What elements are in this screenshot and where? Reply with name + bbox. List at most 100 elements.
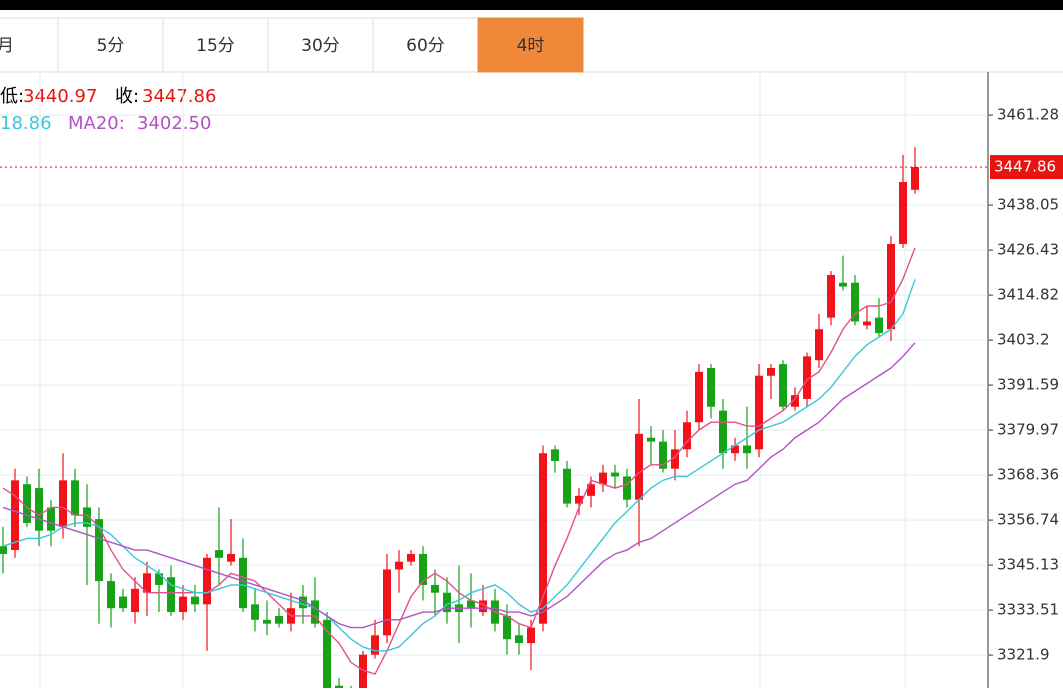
candle-body [719, 410, 727, 454]
candle-body [23, 484, 31, 523]
tab-bg [372, 17, 479, 73]
candle-body [851, 282, 859, 322]
tab-label: 4时 [517, 36, 545, 56]
candle-body [587, 484, 595, 496]
candle-body [71, 480, 79, 516]
ma20-value: 3402.50 [137, 113, 211, 134]
candle-body [911, 167, 919, 190]
candle-body [683, 422, 691, 450]
candle-body [203, 557, 211, 605]
candle-body [383, 569, 391, 636]
candle-body [671, 449, 679, 469]
y-tick-label: 3461.28 [997, 106, 1059, 124]
y-tick-label: 3321.9 [997, 646, 1050, 664]
tab[interactable]: 5分 [57, 17, 164, 73]
y-tick-label: 3379.97 [997, 421, 1059, 439]
candle-body [539, 453, 547, 624]
y-tick-label: 3368.36 [997, 466, 1059, 484]
candle-body [191, 596, 199, 605]
y-tick-label: 3391.59 [997, 376, 1059, 394]
candle-body [227, 553, 235, 562]
candle-body [323, 619, 331, 688]
y-tick-label: 3345.13 [997, 556, 1059, 574]
candle-body [599, 472, 607, 485]
tab[interactable]: 4时 [477, 17, 584, 73]
candle-body [863, 321, 871, 326]
candle-body [239, 557, 247, 609]
candle-body [635, 433, 643, 500]
candle-body [467, 600, 475, 609]
tab[interactable]: 15分 [162, 17, 269, 73]
plot [0, 147, 919, 688]
candle-body [611, 472, 619, 477]
candle-body [479, 600, 487, 613]
y-tick-label: 3414.82 [997, 286, 1059, 304]
candle-body [107, 581, 115, 609]
y-tick-label: 3356.74 [997, 511, 1059, 529]
candle-body [419, 553, 427, 585]
candle-body [791, 395, 799, 407]
tab-label: 月 [0, 36, 14, 56]
candle-body [155, 573, 163, 585]
candle-body [887, 244, 895, 330]
candle-body [527, 627, 535, 644]
candle-body [803, 356, 811, 399]
tab[interactable]: 月 [0, 17, 59, 73]
candle-body [899, 182, 907, 245]
candle-body [215, 550, 223, 558]
tab-bar: 月 5分 15分 30分 60分 4时 [0, 17, 1063, 73]
candle-body [875, 317, 883, 334]
candle-body [695, 371, 703, 423]
candle-body [443, 592, 451, 613]
candle-body [731, 445, 739, 454]
close-value: 3447.86 [142, 86, 216, 107]
candle-body [131, 588, 139, 613]
candle-body [779, 364, 787, 407]
tab[interactable]: 60分 [372, 17, 479, 73]
candle-body [143, 573, 151, 593]
low-value: 3440.97 [23, 86, 97, 107]
candle-body [431, 584, 439, 593]
candle-body [11, 480, 19, 551]
y-tick-label: 3333.51 [997, 601, 1059, 619]
close-label: 收: [115, 86, 139, 107]
candle-body [827, 275, 835, 318]
candle-body [119, 596, 127, 609]
candle-body [35, 488, 43, 531]
ma20-label: MA20: [68, 113, 125, 134]
candle-body [707, 367, 715, 407]
candle-body [59, 480, 67, 527]
candle-body [575, 495, 583, 504]
ma-line [2, 247, 916, 675]
tab-bg [57, 17, 164, 73]
candle-body [623, 476, 631, 500]
last-price-label: 3447.86 [994, 158, 1056, 176]
tab[interactable]: 30分 [267, 17, 374, 73]
candle-body [251, 604, 259, 620]
candle-body [83, 507, 91, 527]
y-tick-label: 3426.43 [997, 241, 1059, 259]
candle-body [755, 375, 763, 450]
candle-body [839, 282, 847, 287]
candle-body [551, 449, 559, 461]
candle-body [767, 367, 775, 376]
candle-body [515, 635, 523, 644]
candle-body [179, 596, 187, 613]
ma-line [2, 342, 916, 629]
candle-body [815, 329, 823, 361]
candle-body [299, 596, 307, 609]
top-bar [0, 0, 1063, 10]
candle-body [743, 445, 751, 454]
tab-bg [477, 17, 584, 73]
candle-body [275, 615, 283, 624]
low-label: 低: [0, 86, 24, 107]
last-price-box [990, 155, 1063, 180]
candle-body [647, 437, 655, 442]
ma-line [2, 279, 916, 652]
tab-label: 30分 [301, 36, 340, 56]
candle-body [503, 615, 511, 640]
candle-body [407, 553, 415, 562]
y-tick-label: 3438.05 [997, 196, 1059, 214]
